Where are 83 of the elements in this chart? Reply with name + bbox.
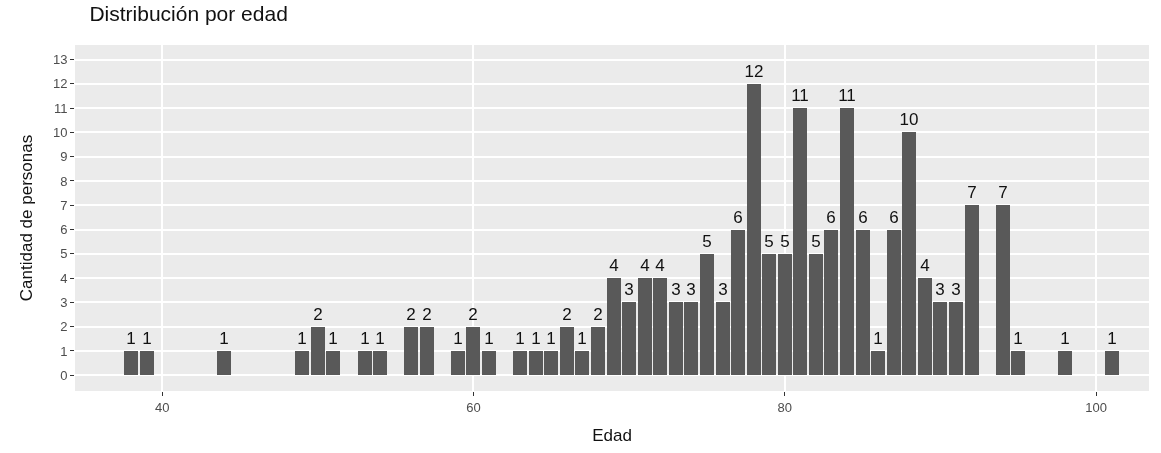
data-label: 7 — [967, 183, 977, 202]
data-label: 6 — [889, 208, 899, 227]
data-label: 1 — [297, 329, 307, 348]
data-label: 6 — [858, 208, 868, 227]
data-label: 3 — [935, 280, 945, 299]
data-label: 4 — [640, 256, 650, 275]
bar — [482, 351, 496, 375]
data-label: 1 — [577, 329, 587, 348]
y-tick-label: 13 — [52, 52, 68, 68]
data-label: 6 — [733, 208, 743, 227]
y-tick-label: 3 — [60, 294, 68, 310]
data-label: 1 — [531, 329, 541, 348]
data-label: 1 — [219, 329, 229, 348]
x-tick-label: 40 — [154, 399, 170, 415]
data-label: 1 — [360, 329, 370, 348]
y-tick-label: 9 — [60, 149, 68, 165]
data-label: 2 — [422, 305, 432, 324]
data-label: 1 — [126, 329, 136, 348]
data-label: 1 — [546, 329, 556, 348]
data-label: 1 — [328, 329, 338, 348]
y-tick-label: 5 — [60, 246, 68, 262]
bar — [949, 302, 963, 375]
data-label: 3 — [686, 280, 696, 299]
data-label: 2 — [313, 305, 323, 324]
y-tick-label: 2 — [60, 319, 68, 335]
x-tick-label: 60 — [466, 399, 481, 415]
bar — [591, 327, 605, 375]
data-label: 5 — [764, 232, 774, 251]
bar — [217, 351, 231, 375]
y-tick-label: 8 — [60, 173, 68, 189]
data-label: 2 — [593, 305, 603, 324]
bar — [404, 327, 418, 375]
bar — [420, 327, 434, 375]
data-label: 2 — [468, 305, 478, 324]
data-label: 5 — [811, 232, 821, 251]
bar — [295, 351, 309, 375]
x-tick-label: 100 — [1085, 399, 1107, 415]
data-label: 1 — [1060, 329, 1070, 348]
bar — [124, 351, 138, 375]
data-label: 1 — [1107, 329, 1117, 348]
data-label: 4 — [920, 256, 930, 275]
y-tick-label: 6 — [60, 222, 68, 238]
data-label: 5 — [702, 232, 712, 251]
data-label: 4 — [609, 256, 619, 275]
data-label: 7 — [998, 183, 1008, 202]
data-label: 1 — [453, 329, 463, 348]
data-label: 5 — [780, 232, 790, 251]
data-label: 3 — [718, 280, 728, 299]
bar — [140, 351, 154, 375]
data-label: 3 — [951, 280, 961, 299]
y-tick-label: 1 — [60, 343, 68, 359]
data-label: 2 — [406, 305, 416, 324]
data-label: 2 — [562, 305, 572, 324]
x-tick-label: 80 — [777, 399, 792, 415]
y-tick-label: 10 — [52, 124, 68, 140]
x-axis-title: Edad — [592, 426, 632, 445]
y-tick-label: 12 — [52, 76, 68, 92]
data-label: 6 — [826, 208, 836, 227]
bar — [1105, 351, 1119, 375]
data-label: 11 — [838, 86, 856, 105]
data-label: 4 — [655, 256, 665, 275]
data-label: 1 — [873, 329, 883, 348]
data-label: 3 — [624, 280, 634, 299]
bar — [965, 205, 979, 375]
data-label: 12 — [744, 62, 764, 81]
data-label: 3 — [671, 280, 681, 299]
data-label: 10 — [899, 110, 919, 129]
data-label: 11 — [791, 86, 809, 105]
y-tick-label: 11 — [53, 100, 68, 116]
data-label: 1 — [484, 329, 494, 348]
data-label: 1 — [375, 329, 385, 348]
bar — [700, 254, 714, 375]
data-label: 1 — [1013, 329, 1023, 348]
y-tick-label: 4 — [60, 270, 68, 286]
chart-title: Distribución por edad — [89, 2, 288, 26]
bar — [513, 351, 527, 375]
y-tick-label: 7 — [60, 197, 68, 213]
data-label: 1 — [515, 329, 525, 348]
data-label: 1 — [142, 329, 152, 348]
y-tick-label: 0 — [60, 367, 68, 383]
y-axis-title: Cantidad de personas — [17, 134, 37, 302]
bar — [1058, 351, 1072, 375]
bar — [840, 108, 854, 375]
